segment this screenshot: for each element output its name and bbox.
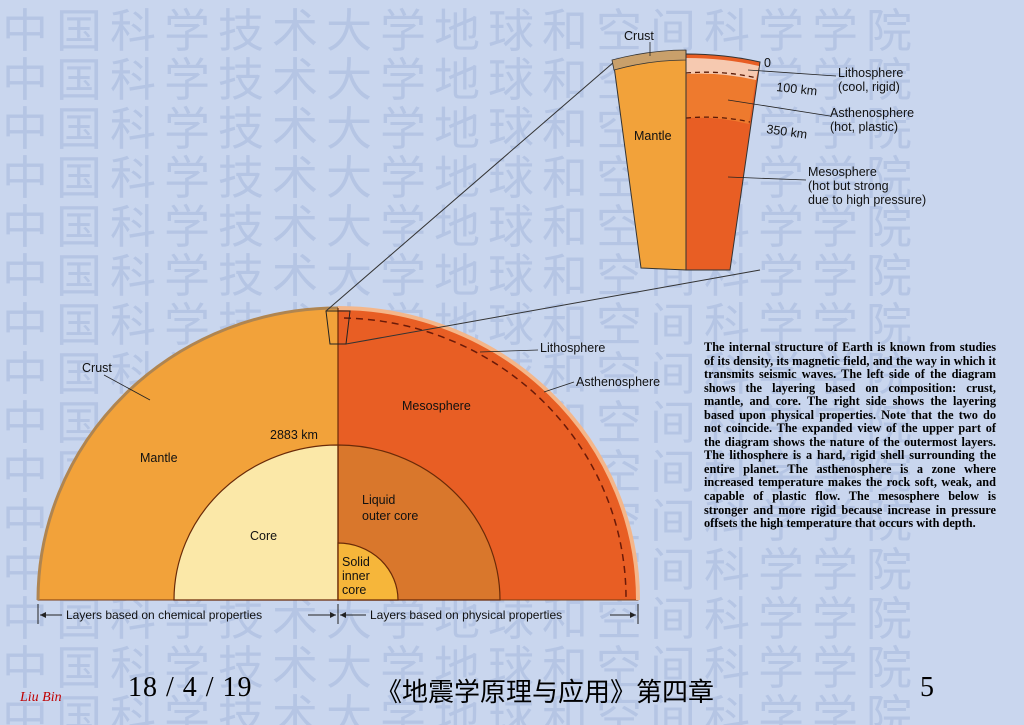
axis-arrowhead — [630, 612, 636, 618]
inset-depth-0: 0 — [764, 56, 771, 70]
core-label: Core — [250, 529, 277, 543]
axis-arrowhead — [340, 612, 346, 618]
inset-350km-dash — [685, 116, 751, 123]
inset-asthenosphere-note: (hot, plastic) — [830, 120, 898, 134]
footer-date: 18 / 4 / 19 — [128, 672, 253, 703]
inset-mesosphere-note-1: (hot but strong — [808, 179, 889, 193]
asthenosphere-boundary — [343, 317, 627, 601]
watermark-row: 中国科学技术大学地球和空间科学学院 — [2, 53, 920, 107]
layer-axis: Layers based on chemical properties Laye… — [37, 604, 639, 624]
inner-core-label-3: core — [342, 583, 366, 597]
inset-100km-dash — [685, 71, 758, 79]
inset-crust-label: Crust — [624, 29, 654, 43]
diagram-caption: The internal structure of Earth is known… — [704, 340, 996, 531]
crust-outline — [36, 306, 339, 601]
inset-lithosphere-note: (cool, rigid) — [838, 80, 900, 94]
zoom-connector-right — [345, 269, 761, 345]
leader-lithosphere — [479, 349, 539, 353]
crust-label: Crust — [82, 361, 112, 375]
inset-lithosphere-label: Lithosphere — [838, 66, 903, 80]
axis-arrowhead — [40, 612, 46, 618]
core-region — [173, 444, 339, 601]
inset-depth-100: 100 km — [776, 80, 818, 98]
leader-inset-asthenosphere — [727, 99, 831, 117]
inset-asthenosphere-label: Asthenosphere — [830, 106, 914, 120]
leader-crust — [103, 374, 151, 401]
inset-wedge — [611, 49, 761, 271]
watermark-row: 中国科学技术大学地球和空间科学学院 — [2, 4, 920, 58]
watermark-row: 中国科学技术大学地球和空间科学学院 — [2, 102, 920, 156]
inner-core-label-2: inner — [342, 569, 370, 583]
watermark-row: 中国科学技术大学地球和空间科学学院 — [2, 592, 920, 646]
watermark-row: 中国科学技术大学地球和空间科学学院 — [2, 690, 920, 725]
lithosphere-band — [337, 306, 640, 601]
depth-2883-label: 2883 km — [270, 428, 318, 442]
inset-mesosphere-label: Mesosphere — [808, 165, 877, 179]
inset-depth-350: 350 km — [766, 122, 809, 142]
inner-core-region — [337, 542, 399, 601]
footer-course-title: 《地震学原理与应用》第四章 — [376, 678, 715, 708]
caption-body: is known from studies of its density, it… — [704, 340, 996, 531]
inset-mantle — [613, 53, 687, 271]
leader-inset-mesosphere — [727, 176, 807, 181]
mantle-label: Mantle — [140, 451, 178, 465]
outer-core-label-2: outer core — [362, 509, 418, 523]
earth-cross-section — [36, 306, 640, 601]
inset-mantle-label: Mantle — [634, 129, 672, 143]
zoom-connector-left — [325, 61, 615, 312]
author-signature: Liu Bin — [20, 690, 62, 705]
axis-arrowhead — [330, 612, 336, 618]
mesosphere-label: Mesosphere — [402, 399, 471, 413]
lithosphere-label: Lithosphere — [540, 341, 605, 355]
inner-core-label-1: Solid — [342, 555, 370, 569]
asthenosphere-label: Asthenosphere — [576, 375, 660, 389]
watermark-row: 中国科学技术大学地球和空间科学学院 — [2, 200, 920, 254]
leader-asthenosphere — [543, 381, 575, 393]
inset-asthenosphere — [686, 71, 756, 124]
outer-core-label-1: Liquid — [362, 493, 395, 507]
leader-inset-lithosphere — [747, 69, 837, 77]
physical-layers-label: Layers based on physical properties — [370, 608, 562, 622]
watermark-row: 中国科学技术大学地球和空间科学学院 — [2, 641, 920, 695]
inset-mesosphere-note-2: due to high pressure) — [808, 193, 926, 207]
watermark-row: 中国科学技术大学地球和空间科学学院 — [2, 249, 920, 303]
caption-lead: The internal structure of Earth — [704, 340, 873, 354]
footer-page-number: 5 — [920, 672, 934, 703]
chemical-layers-label: Layers based on chemical properties — [66, 608, 262, 622]
